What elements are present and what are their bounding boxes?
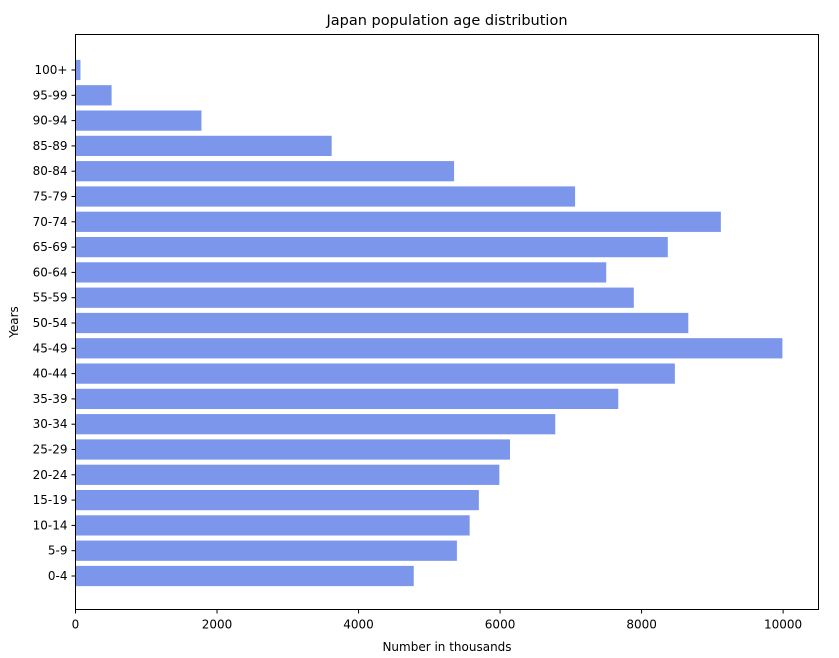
x-tick-label: 10000 [764, 618, 802, 632]
bar-90-94 [75, 110, 202, 131]
y-axis-title: Years [7, 306, 21, 339]
y-tick-label: 0-4 [48, 569, 68, 583]
y-tick-label: 30-34 [33, 417, 68, 431]
chart-title: Japan population age distribution [325, 13, 567, 29]
y-tick-label: 65-69 [33, 240, 68, 254]
bar-30-34 [75, 414, 556, 435]
x-tick-label: 2000 [202, 618, 233, 632]
y-axis: 0-4 5-9 10-14 15-19 20-24 25-29 30-34 35-39 40-4… [33, 63, 76, 583]
bar-100+ [75, 59, 81, 81]
bar-20-24 [75, 464, 500, 485]
bar-10-14 [75, 515, 470, 536]
y-tick-label: 55-59 [33, 291, 68, 305]
bar-55-59 [75, 287, 634, 308]
y-tick-label: 75-79 [33, 190, 68, 204]
bar-40-44 [75, 363, 675, 384]
bar-15-19 [75, 489, 479, 511]
bars-group [75, 59, 783, 587]
y-tick-label: 40-44 [33, 367, 68, 381]
y-tick-label: 90-94 [33, 114, 68, 128]
y-tick-label: 60-64 [33, 265, 68, 279]
x-tick-label: 0 [72, 618, 80, 632]
y-tick-label: 25-29 [33, 443, 68, 457]
bar-5-9 [75, 540, 457, 561]
bar-75-79 [75, 186, 576, 207]
bar-50-54 [75, 312, 689, 334]
bar-95-99 [75, 85, 112, 106]
y-tick-label: 85-89 [33, 139, 68, 153]
bar-25-29 [75, 439, 510, 460]
y-tick-label: 35-39 [33, 392, 68, 406]
y-tick-label: 80-84 [33, 164, 68, 178]
plot-frame [75, 34, 819, 610]
bar-0-4 [75, 565, 414, 587]
bar-35-39 [75, 388, 619, 410]
y-tick-label: 10-14 [33, 518, 68, 532]
y-tick-label: 70-74 [33, 215, 68, 229]
x-tick-label: 4000 [343, 618, 374, 632]
y-tick-label: 50-54 [33, 316, 68, 330]
bar-45-49 [75, 338, 783, 359]
y-tick-label: 15-19 [33, 493, 68, 507]
x-axis-title: Number in thousands [382, 640, 511, 654]
x-tick-label: 8000 [626, 618, 657, 632]
y-tick-label: 100+ [35, 63, 68, 77]
bar-85-89 [75, 135, 332, 157]
y-tick-label: 95-99 [33, 88, 68, 102]
y-tick-label: 45-49 [33, 341, 68, 355]
x-tick-label: 6000 [485, 618, 516, 632]
bar-65-69 [75, 236, 668, 258]
bar-60-64 [75, 262, 607, 283]
y-tick-label: 20-24 [33, 468, 68, 482]
bar-70-74 [75, 211, 721, 232]
bar-80-84 [75, 161, 455, 182]
x-axis: 0 2000 4000 6000 8000 10000 [72, 609, 802, 632]
y-tick-label: 5-9 [48, 544, 68, 558]
